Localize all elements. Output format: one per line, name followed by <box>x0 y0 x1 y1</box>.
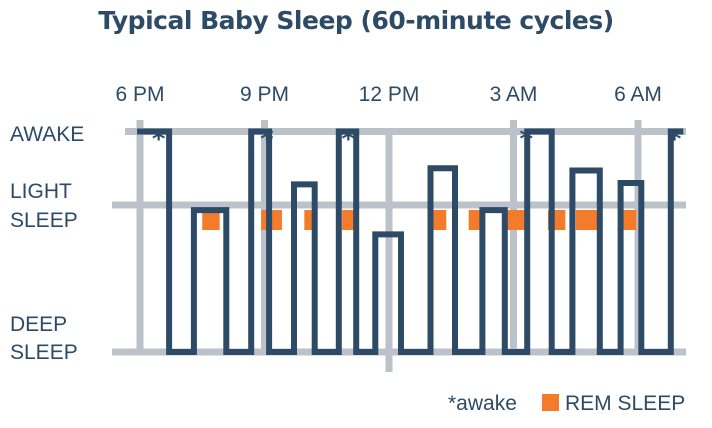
rem-bar <box>430 210 447 230</box>
awake-marker: * <box>520 125 534 155</box>
x-tick-label: 3 AM <box>490 83 538 106</box>
x-tick-label: 12 PM <box>359 83 420 106</box>
rem-bar <box>342 210 357 230</box>
legend-rem-label: REM SLEEP <box>565 392 685 415</box>
y-level-label-deep: SLEEP <box>10 341 78 364</box>
y-level-label-deep: DEEP <box>10 313 67 336</box>
legend-awake-label: *awake <box>448 392 517 415</box>
y-level-label-light: LIGHT <box>10 180 72 203</box>
y-level-labels: AWAKE LIGHT SLEEP DEEP SLEEP <box>10 123 84 364</box>
sleep-stage-series <box>137 128 684 355</box>
awake-marker: * <box>342 125 356 155</box>
x-tick-label: 9 PM <box>240 83 289 106</box>
awake-marker: * <box>668 125 682 155</box>
legend: *awake REM SLEEP <box>448 392 685 415</box>
sleep-stage-line <box>137 128 684 355</box>
awake-marker: * <box>152 125 166 155</box>
legend-rem-swatch <box>542 394 559 411</box>
chart-title: Typical Baby Sleep (60-minute cycles) <box>98 6 614 35</box>
rem-bar <box>202 210 220 230</box>
y-level-label-light: SLEEP <box>10 209 78 232</box>
x-tick-labels: 6 PM 9 PM 12 PM 3 AM 6 AM <box>115 83 661 106</box>
awake-marker: * <box>260 125 274 155</box>
awake-markers: * * * * * <box>152 125 682 155</box>
x-tick-label: 6 AM <box>614 83 662 106</box>
x-tick-label: 6 PM <box>115 83 164 106</box>
rem-bar <box>575 210 600 230</box>
rem-bar <box>620 210 637 230</box>
y-level-label-awake: AWAKE <box>10 123 84 146</box>
rem-bar <box>503 210 528 230</box>
